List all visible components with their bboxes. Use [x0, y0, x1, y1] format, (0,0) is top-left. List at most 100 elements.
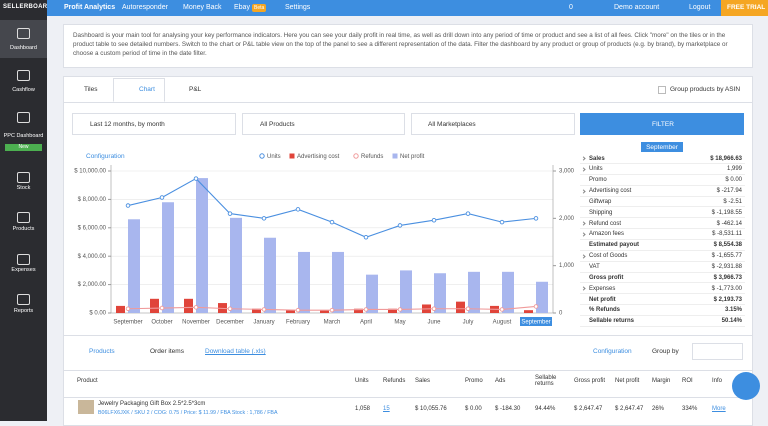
- chat-button[interactable]: [732, 372, 760, 400]
- summary-row-bg: [580, 252, 745, 262]
- nav-icon: [17, 112, 30, 123]
- view-tab[interactable]: Chart: [139, 86, 155, 93]
- view-tab[interactable]: Tiles: [84, 86, 98, 93]
- column-header: Ads: [495, 378, 506, 384]
- notifications[interactable]: 0: [569, 4, 573, 11]
- summary-value: $ -217.94: [716, 188, 742, 195]
- tab-divider: [63, 102, 753, 103]
- filter-button[interactable]: [580, 113, 744, 135]
- cell: $ 2,647.47: [615, 406, 644, 412]
- nav-icon: [17, 254, 30, 265]
- column-header: Info: [712, 378, 723, 384]
- market-select[interactable]: [411, 113, 575, 135]
- cell[interactable]: More: [712, 406, 726, 412]
- summary-month: September: [646, 144, 678, 151]
- cell: $ -184.30: [495, 406, 521, 412]
- cell: 1,058: [355, 406, 371, 412]
- cell: $ 2,647.47: [574, 406, 603, 412]
- sidebar-item[interactable]: PPC Dashboard: [3, 133, 44, 139]
- logout[interactable]: Logout: [689, 4, 711, 11]
- summary-label: Refund cost: [589, 220, 622, 227]
- summary-row-bg: [580, 273, 745, 284]
- summary-row-bg: [580, 306, 745, 316]
- sidebar-item[interactable]: Reports: [13, 308, 34, 314]
- summary-value: 50.14%: [721, 318, 742, 325]
- summary-row-bg: [580, 230, 745, 240]
- column-header: Margin: [652, 378, 671, 384]
- summary-value: $ 0.00: [725, 177, 742, 184]
- summary-row-bg: [580, 197, 745, 208]
- column-header: Sellable returns: [535, 375, 557, 387]
- summary-label: Giftwrap: [589, 198, 612, 205]
- summary-value: $ 3,966.73: [713, 274, 742, 281]
- column-header: Product: [77, 378, 98, 384]
- summary-label: Sales: [589, 155, 605, 162]
- summary-value: $ -2.51: [723, 198, 742, 205]
- sidebar-item[interactable]: Cashflow: [12, 87, 35, 93]
- download[interactable]: Download table (.xls): [205, 348, 266, 355]
- sidebar-item[interactable]: Dashboard: [10, 45, 37, 51]
- summary-label: VAT: [589, 264, 600, 270]
- nav-item[interactable]: Settings: [285, 4, 311, 11]
- cell[interactable]: 15: [383, 406, 390, 412]
- cell: $ 10,055.76: [415, 406, 447, 412]
- nav-icon: [17, 294, 30, 305]
- filter-label: FILTER: [652, 121, 674, 128]
- sidebar: SELLERBOARD: [0, 0, 52, 421]
- sidebar-item[interactable]: Products: [12, 226, 35, 232]
- group-select[interactable]: [692, 343, 743, 360]
- summary-label: Sellable returns: [589, 318, 635, 325]
- summary-row-bg: [580, 317, 745, 327]
- summary-label: Cost of Goods: [589, 253, 628, 260]
- summary-row-bg: [580, 187, 745, 197]
- summary-label: Shipping: [589, 209, 613, 216]
- summary-row-bg: [580, 284, 745, 295]
- orders-tab[interactable]: Order items: [150, 348, 184, 355]
- product-select[interactable]: [242, 113, 405, 135]
- thumbnail: [78, 400, 94, 414]
- summary-value: $ -462.14: [716, 220, 742, 227]
- trial-bg[interactable]: [721, 0, 768, 16]
- new-badge: New: [5, 144, 42, 151]
- nav-icon: [17, 70, 30, 81]
- summary-value: 1,999: [726, 166, 742, 173]
- summary-row-bg: [580, 241, 745, 251]
- summary-row-bg: [580, 263, 745, 273]
- checkbox[interactable]: [658, 86, 666, 94]
- month-badge: [641, 142, 683, 152]
- group-by: Group by: [652, 348, 679, 355]
- product-details: B06LFX6JXK / SKU 2 / COG: 0.75 / Price: …: [98, 410, 278, 416]
- summary-row-bg: [580, 165, 745, 175]
- nav-icon: [17, 172, 30, 183]
- nav-item[interactable]: Ebay: [234, 4, 250, 11]
- products-filter: All Products: [260, 121, 295, 128]
- summary-value: $ 2,193.73: [713, 296, 742, 303]
- sidebar-item[interactable]: Expenses: [11, 267, 36, 273]
- account[interactable]: Demo account: [614, 4, 660, 11]
- period-select[interactable]: [72, 113, 236, 135]
- nav-item[interactable]: Autoresponder: [122, 4, 168, 11]
- beta-badge: Beta: [252, 4, 267, 12]
- top-bar: [47, 0, 768, 16]
- active-item: [0, 20, 47, 58]
- summary-value: $ -1,655.77: [711, 253, 742, 260]
- nav-item[interactable]: Profit Analytics: [64, 4, 116, 11]
- chart-config[interactable]: Configuration: [86, 153, 125, 160]
- column-header: Promo: [465, 378, 483, 384]
- summary-label: Units: [589, 166, 603, 173]
- summary-label: Advertising cost: [589, 188, 632, 195]
- summary-value: 3.15%: [724, 307, 742, 314]
- table-config[interactable]: Configuration: [593, 348, 632, 355]
- table-header: [63, 370, 753, 398]
- nav-item[interactable]: Money Back: [183, 4, 222, 11]
- view-tab[interactable]: P&L: [189, 86, 202, 93]
- product-name: Jewelry Packaging Gift Box 2.5*2.5*3cm: [98, 401, 206, 407]
- summary-label: Amazon fees: [589, 231, 625, 238]
- products-tab[interactable]: Products: [89, 348, 115, 355]
- nav-icon: [17, 28, 30, 39]
- summary-label: % Refunds: [589, 307, 621, 314]
- nav-icon: [17, 212, 30, 223]
- sidebar-item[interactable]: Stock: [16, 185, 31, 191]
- trial[interactable]: FREE TRIAL: [727, 4, 766, 11]
